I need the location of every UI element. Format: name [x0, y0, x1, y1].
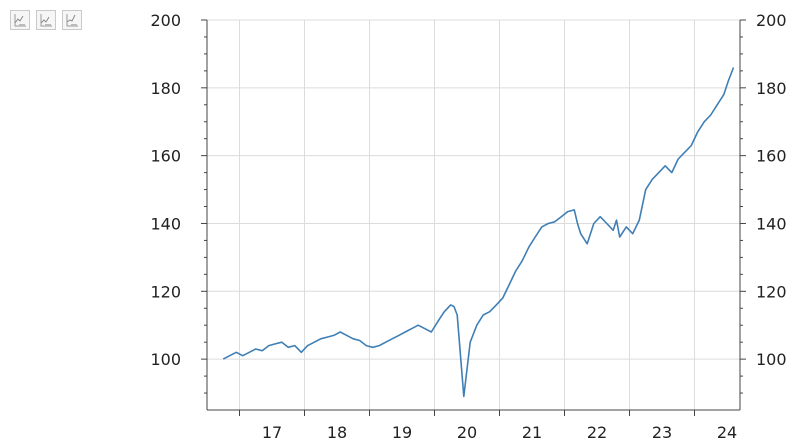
y-tick-label-left: 100	[150, 350, 181, 369]
y-tick-label-left: 160	[150, 147, 181, 166]
chart-range-icon-3	[66, 14, 78, 27]
grid	[207, 19, 740, 410]
chart-toolbar	[10, 10, 82, 30]
x-tick-label: 24	[717, 423, 737, 441]
series-layer	[222, 67, 735, 398]
x-tick-label: 20	[457, 423, 477, 441]
x-tick-label: 21	[522, 423, 542, 441]
y-tick-label-right: 200	[756, 11, 787, 30]
tick-labels: 100 100 120 120 140 140 160 160 180 180 200 200 17 18…	[150, 11, 786, 441]
chart-range-button-2[interactable]	[36, 10, 56, 30]
y-tick-label-right: 140	[756, 214, 787, 233]
x-tick-label: 23	[652, 423, 672, 441]
axes	[201, 19, 746, 416]
chart-range-icon-1	[14, 14, 26, 27]
y-tick-label-left: 180	[150, 79, 181, 98]
y-tick-label-left: 120	[150, 282, 181, 301]
x-tick-label: 18	[327, 423, 347, 441]
y-tick-label-right: 180	[756, 79, 787, 98]
chart-range-button-1[interactable]	[10, 10, 30, 30]
x-tick-label: 19	[392, 423, 412, 441]
chart-range-icon-2	[40, 14, 52, 27]
y-tick-label-right: 120	[756, 282, 787, 301]
x-tick-label: 17	[262, 423, 282, 441]
y-tick-label-left: 200	[150, 11, 181, 30]
y-tick-label-left: 140	[150, 214, 181, 233]
y-tick-label-right: 160	[756, 147, 787, 166]
chart-range-button-3[interactable]	[62, 10, 82, 30]
series-line	[222, 67, 735, 398]
x-tick-label: 22	[587, 423, 607, 441]
y-tick-label-right: 100	[756, 350, 787, 369]
